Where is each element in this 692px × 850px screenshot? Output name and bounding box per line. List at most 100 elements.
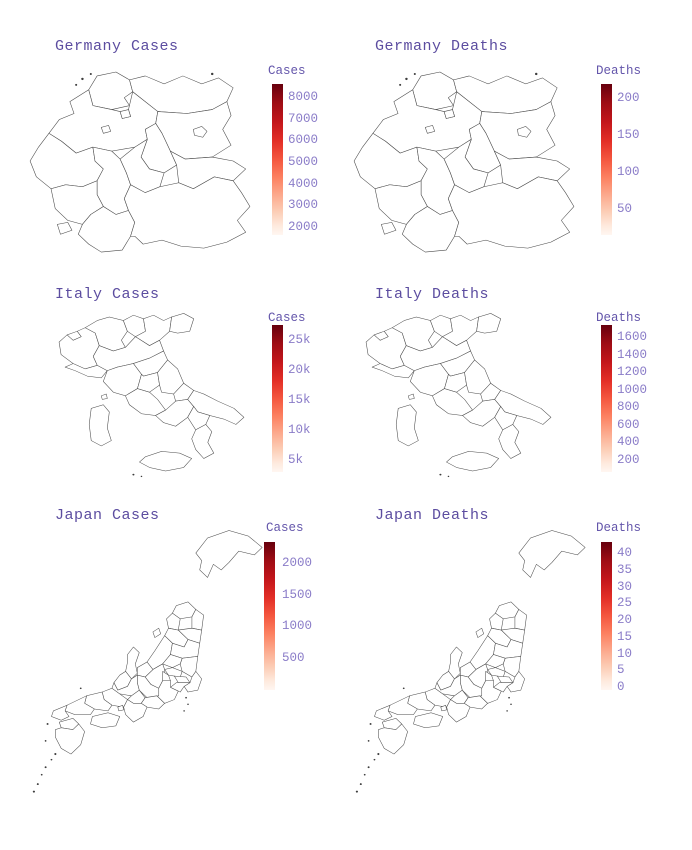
colorbar-gradient [272, 325, 283, 472]
colorbar-tick: 200 [617, 452, 640, 467]
colorbar-ticks: 2000 1500 1000 500 [282, 556, 328, 665]
region-iwate [191, 609, 204, 631]
colorbar-tick: 15k [288, 393, 311, 407]
colorbar-tick: 10k [288, 423, 311, 437]
region-liguria [64, 363, 108, 379]
small-island [183, 710, 185, 712]
colorbar-tick: 10 [617, 646, 633, 661]
region-sado [152, 627, 161, 638]
small-island [36, 783, 39, 786]
region-saarland [57, 222, 73, 235]
panel-germany-cases: Germany Cases Cases 8000 [20, 28, 342, 276]
colorbar-title: Cases [268, 64, 306, 78]
colorbar-ticks: 25k 20k 15k 10k 5k [288, 333, 334, 467]
panel-title-italy-deaths: Italy Deaths [375, 286, 490, 303]
region-liguria [371, 363, 415, 379]
region-bremen [424, 125, 435, 134]
region-bavaria [124, 176, 251, 249]
small-island [405, 77, 408, 81]
colorbar-tick: 1400 [617, 347, 648, 362]
colorbar-tick: 1200 [617, 365, 648, 380]
region-hokkaido [518, 530, 586, 578]
small-island [510, 703, 512, 706]
panel-italy-cases: Italy Cases Cases [20, 278, 342, 493]
small-island [187, 703, 189, 706]
colorbar-gradient [601, 84, 612, 235]
region-kyushu [378, 723, 408, 755]
small-island [413, 72, 416, 75]
region-awaji [117, 704, 124, 712]
colorbar-tick: 50 [617, 202, 633, 216]
colorbar-ticks: 8000 7000 6000 5000 4000 3000 2000 [288, 90, 334, 234]
region-hokkaido [195, 530, 263, 578]
colorbar-tick: 30 [617, 579, 633, 594]
small-island [508, 696, 510, 699]
region-gunma [485, 654, 506, 668]
small-island [32, 790, 35, 793]
region-yamaguchi [374, 704, 393, 721]
colorbar-tick: 25 [617, 596, 633, 611]
colorbar-gradient [601, 542, 612, 690]
region-elba [100, 393, 108, 400]
colorbar-gradient [601, 325, 612, 472]
region-kii [123, 699, 148, 723]
small-island [447, 475, 450, 478]
region-calabria [191, 424, 215, 459]
region-kyushu [55, 723, 85, 755]
region-sado [475, 627, 484, 638]
region-yamaguchi [51, 704, 70, 721]
panel-japan-deaths: Japan Deaths [345, 495, 692, 850]
region-bavaria [448, 176, 575, 249]
small-island [210, 72, 214, 76]
region-abruzzo [464, 359, 491, 395]
colorbar-tick: 2000 [282, 556, 313, 570]
colorbar-title: Deaths [596, 311, 642, 325]
small-island [373, 758, 376, 761]
colorbar-tick: 7000 [288, 111, 319, 126]
panel-title-japan-deaths: Japan Deaths [375, 507, 490, 524]
small-island [140, 475, 143, 478]
small-island [367, 766, 370, 769]
colorbar-tick: 2000 [288, 219, 319, 234]
small-island [377, 753, 380, 756]
panel-title-japan-cases: Japan Cases [55, 507, 160, 524]
small-island [369, 723, 372, 725]
japan-cases-map [32, 530, 263, 793]
region-lombardy [391, 316, 435, 352]
panel-title-germany-deaths: Germany Deaths [375, 38, 509, 55]
panel-title-germany-cases: Germany Cases [55, 38, 179, 55]
colorbar-gradient [272, 84, 283, 235]
japan-deaths-map [355, 530, 586, 793]
colorbar-tick: 600 [617, 417, 640, 432]
region-lazio [125, 388, 166, 416]
panel-title-italy-cases: Italy Cases [55, 286, 160, 303]
region-bremen [100, 125, 111, 134]
small-island [185, 696, 187, 699]
region-lombardy [84, 316, 128, 352]
colorbar-tick: 0 [617, 680, 625, 694]
region-campania [462, 399, 501, 427]
region-toyama [137, 661, 154, 678]
colorbar-tick: 100 [617, 165, 640, 179]
colorbar-title: Cases [266, 521, 304, 535]
region-abruzzo [157, 359, 184, 395]
colorbar-gradient [264, 542, 275, 690]
small-island [79, 687, 82, 690]
region-tokyo [497, 675, 514, 683]
colorbar-tick: 6000 [288, 133, 319, 148]
region-tokyo [174, 675, 191, 683]
region-sicily [139, 451, 192, 472]
colorbar-tick: 5k [288, 453, 304, 467]
colorbar-tick: 800 [617, 400, 640, 415]
small-island [44, 740, 47, 742]
colorbar-tick: 5000 [288, 154, 319, 169]
small-island [399, 83, 402, 86]
region-valle-daosta [373, 331, 389, 341]
colorbar-tick: 3000 [288, 198, 319, 213]
small-island [40, 773, 43, 776]
region-friuli [169, 313, 194, 334]
small-island [44, 766, 47, 769]
colorbar-ticks: 1600 1400 1200 1000 800 600 400 200 [617, 330, 663, 467]
colorbar-tick: 40 [617, 546, 633, 560]
